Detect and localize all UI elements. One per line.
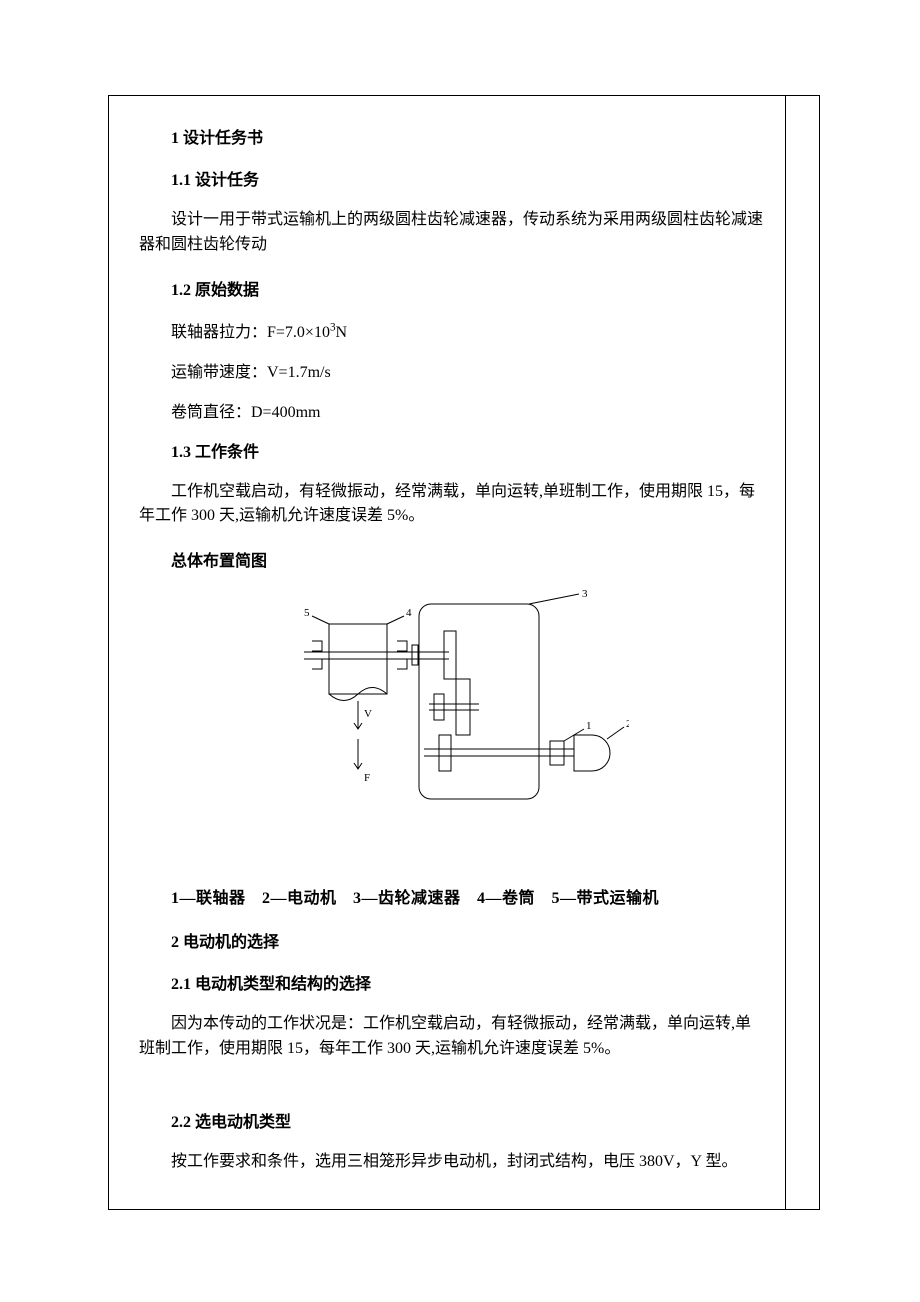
data-velocity: 运输带速度：V=1.7m/s <box>139 358 763 382</box>
heading-1: 1 设计任务书 <box>139 124 763 148</box>
page-table: 1 设计任务书 1.1 设计任务 设计一用于带式运输机上的两级圆柱齿轮减速器，传… <box>108 95 820 1210</box>
layout-diagram: 3 5 4 1 2 V F <box>274 589 629 814</box>
diagram-label-v: V <box>364 708 372 720</box>
diagram-container: 3 5 4 1 2 V F <box>139 589 763 814</box>
para-1-3: 工作机空载启动，有轻微振动，经常满载，单向运转,单班制工作，使用期限 15，每年… <box>139 480 763 530</box>
para-1-1: 设计一用于带式运输机上的两级圆柱齿轮减速器，传动系统为采用两级圆柱齿轮减速器和圆… <box>139 208 763 258</box>
diagram-label-1: 1 <box>586 720 592 732</box>
heading-1-2: 1.2 原始数据 <box>139 276 763 300</box>
data-diameter: 卷筒直径：D=400mm <box>139 398 763 422</box>
heading-2-1: 2.1 电动机类型和结构的选择 <box>139 970 763 994</box>
force-post: N <box>336 324 348 341</box>
diagram-legend: 1—联轴器 2—电动机 3—齿轮减速器 4—卷筒 5—带式运输机 <box>139 884 763 908</box>
para-2-2: 按工作要求和条件，选用三相笼形异步电动机，封闭式结构，电压 380V，Y 型。 <box>139 1150 763 1175</box>
diagram-label-f: F <box>364 772 370 784</box>
heading-1-3: 1.3 工作条件 <box>139 438 763 462</box>
data-force: 联轴器拉力：F=7.0×103N <box>139 318 763 342</box>
diagram-label-4: 4 <box>406 607 412 619</box>
heading-2: 2 电动机的选择 <box>139 928 763 952</box>
spacer <box>139 1080 763 1108</box>
heading-1-1: 1.1 设计任务 <box>139 166 763 190</box>
heading-2-2: 2.2 选电动机类型 <box>139 1108 763 1132</box>
diagram-label-3: 3 <box>582 589 588 600</box>
layout-diagram-title: 总体布置简图 <box>139 547 763 571</box>
para-2-1: 因为本传动的工作状况是：工作机空载启动，有轻微振动，经常满载，单向运转,单班制工… <box>139 1012 763 1062</box>
force-pre: 联轴器拉力：F=7.0×10 <box>171 324 330 341</box>
diagram-label-2: 2 <box>626 718 629 730</box>
side-column <box>786 96 820 1209</box>
main-column: 1 设计任务书 1.1 设计任务 设计一用于带式运输机上的两级圆柱齿轮减速器，传… <box>108 96 786 1209</box>
diagram-label-5: 5 <box>304 607 310 619</box>
